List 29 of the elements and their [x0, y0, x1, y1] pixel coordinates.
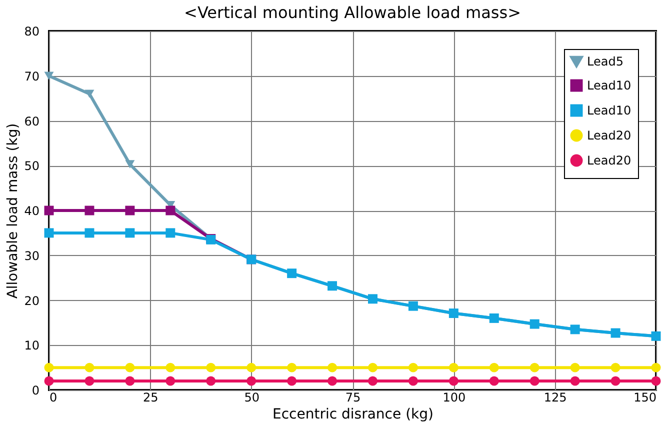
y-tick-label: 10	[24, 338, 40, 353]
x-axis-title: Eccentric disrance (kg)	[272, 406, 434, 422]
y-axis-title: Allowable load mass (kg)	[5, 123, 22, 299]
y-tick-label: 60	[24, 114, 40, 128]
legend-label: Lead10	[587, 78, 632, 92]
y-tick-label: 50	[24, 159, 40, 174]
x-tick-label: 125	[544, 390, 567, 404]
legend-label: Lead20	[587, 154, 632, 168]
x-tick-label: 150	[634, 390, 656, 404]
y-tick-label: 20	[24, 294, 40, 308]
point	[368, 362, 378, 372]
x-tick-label: 75	[345, 390, 361, 404]
y-tick-label: 30	[24, 248, 40, 263]
point	[44, 72, 54, 80]
legend-label: Lead5	[587, 54, 624, 68]
point	[328, 362, 338, 372]
point	[328, 376, 338, 386]
x-tick-label: 0	[50, 390, 58, 404]
x-tick-label: 50	[244, 390, 260, 404]
y-tick-label: 40	[24, 204, 40, 218]
point	[368, 376, 378, 386]
legend-label: Lead10	[587, 104, 632, 118]
point	[44, 206, 54, 216]
chart-title: <Vertical mounting Allowable load mass>	[184, 3, 521, 22]
y-tick-label: 70	[24, 69, 40, 84]
y-tick-label: 80	[24, 24, 40, 38]
x-tick-label: 25	[143, 390, 158, 404]
x-tick-label: 100	[442, 390, 466, 404]
legend-label: Lead20	[587, 128, 632, 142]
